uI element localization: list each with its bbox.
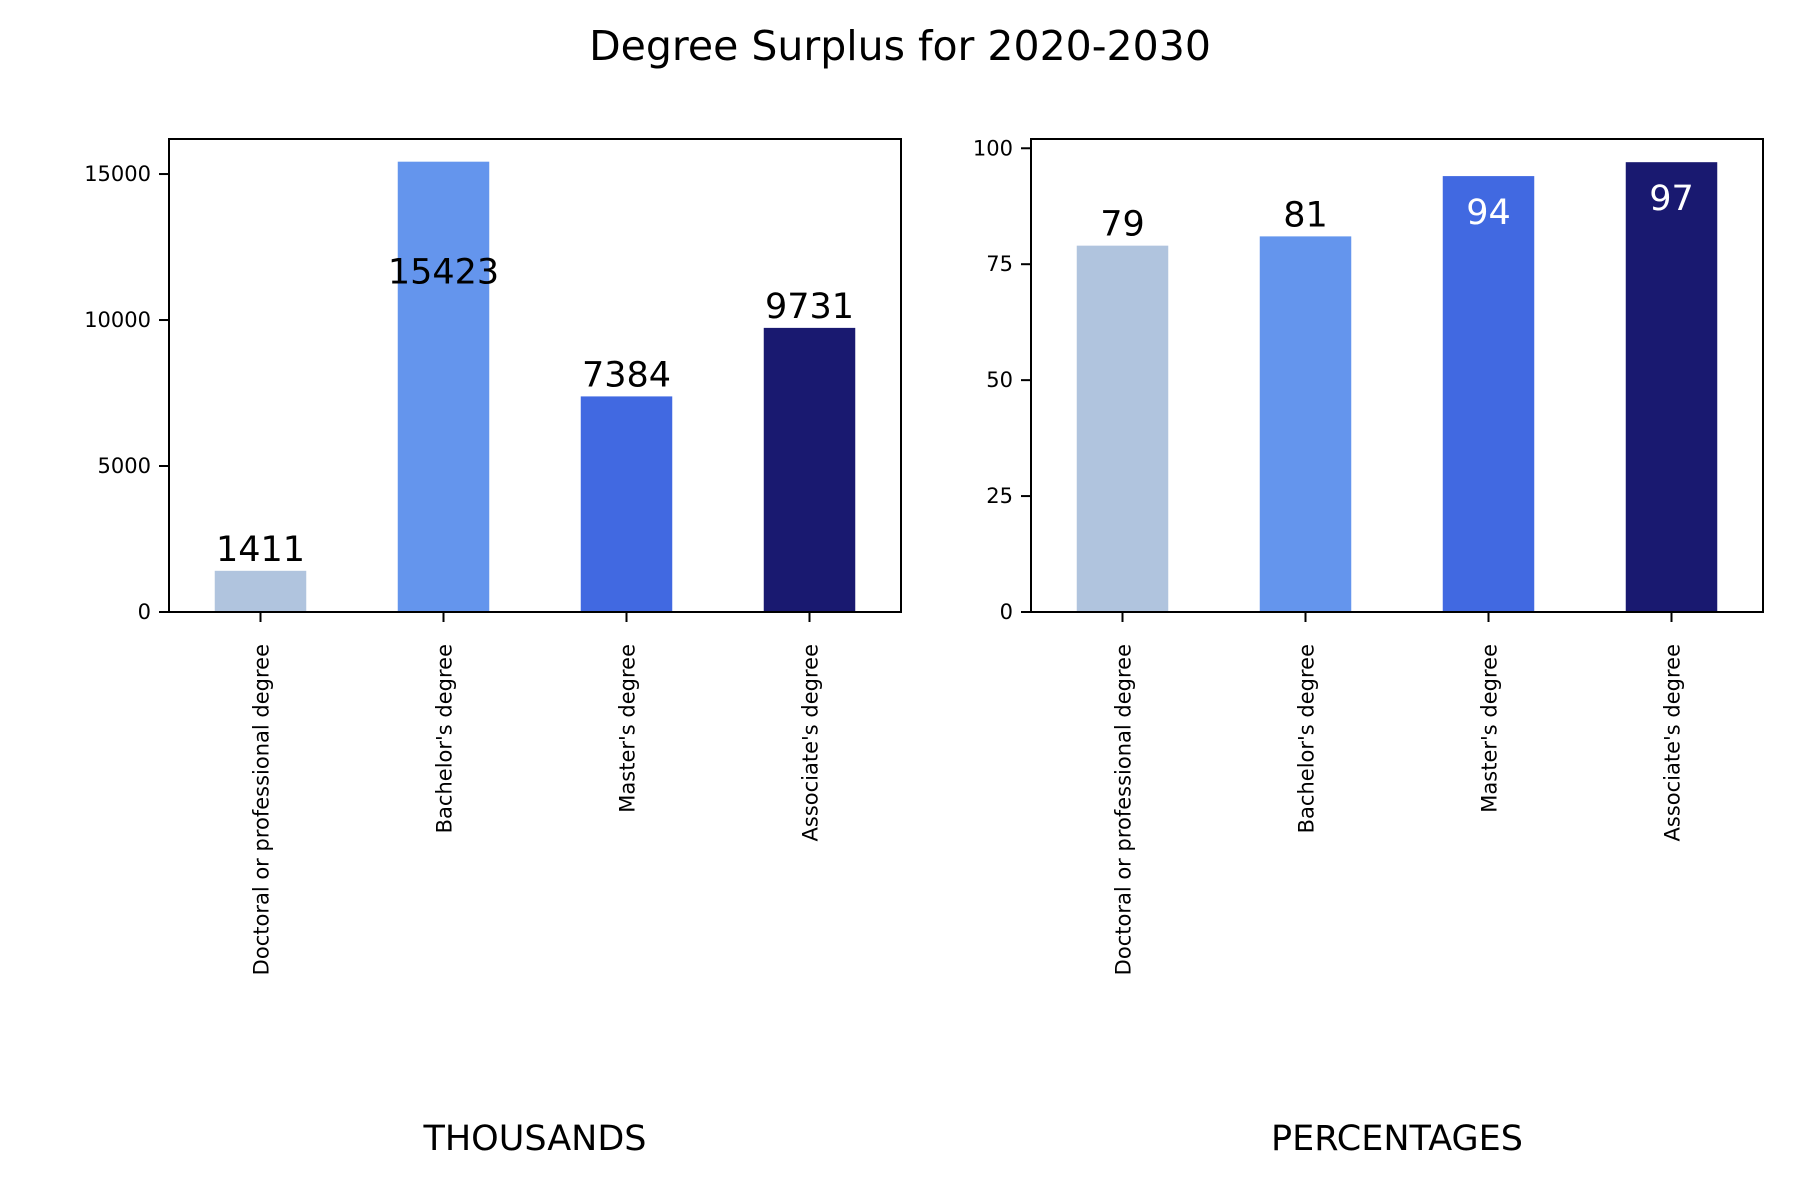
x-tick-label: Associate's degree <box>1661 644 1685 841</box>
data-label: 7384 <box>582 355 671 395</box>
plot-frame <box>1030 138 1764 613</box>
bar <box>1625 162 1718 612</box>
x-axis-label: PERCENTAGES <box>1271 1119 1523 1159</box>
data-label: 97 <box>1649 179 1694 219</box>
x-tick-label: Bachelor's degree <box>1295 644 1319 833</box>
y-tick-label: 0 <box>1000 600 1013 624</box>
chart-title: Degree Surplus for 2020-2030 <box>589 22 1211 70</box>
y-tick-label: 15000 <box>84 162 151 186</box>
data-label: 94 <box>1466 193 1511 233</box>
plot-frame <box>168 138 902 613</box>
data-label: 81 <box>1283 195 1328 235</box>
data-label: 79 <box>1100 205 1145 245</box>
data-label: 9731 <box>765 287 854 327</box>
y-tick-label: 25 <box>986 484 1013 508</box>
x-tick-label: Master's degree <box>616 644 640 813</box>
bar <box>1259 236 1352 612</box>
data-label: 1411 <box>216 530 305 570</box>
chart-panel-2: 0 25 50 75 100 Doctoral or professional degre… <box>973 136 1764 1159</box>
y-tick-label: 100 <box>973 136 1013 160</box>
bar <box>214 570 307 612</box>
bar <box>763 327 856 612</box>
y-tick-label: 0 <box>138 600 151 624</box>
x-tick-label: Associate's degree <box>799 644 823 841</box>
chart-panels: 0 5000 10000 15000 Doctoral or professional … <box>84 136 1764 1159</box>
y-tick-label: 50 <box>986 368 1013 392</box>
bar <box>1076 245 1169 612</box>
bar <box>397 161 490 613</box>
x-tick-label: Bachelor's degree <box>433 644 457 833</box>
chart-panel-1: 0 5000 10000 15000 Doctoral or professional … <box>84 138 902 1159</box>
x-tick-label: Master's degree <box>1478 644 1502 813</box>
data-label: 15423 <box>388 253 499 293</box>
bar <box>1442 176 1535 613</box>
x-axis-label: THOUSANDS <box>422 1119 646 1159</box>
y-tick-label: 10000 <box>84 308 151 332</box>
x-tick-label: Doctoral or professional degree <box>1112 644 1136 975</box>
y-tick-label: 5000 <box>98 454 151 478</box>
bar <box>580 396 673 612</box>
y-tick-label: 75 <box>986 252 1013 276</box>
x-tick-label: Doctoral or professional degree <box>250 644 274 975</box>
